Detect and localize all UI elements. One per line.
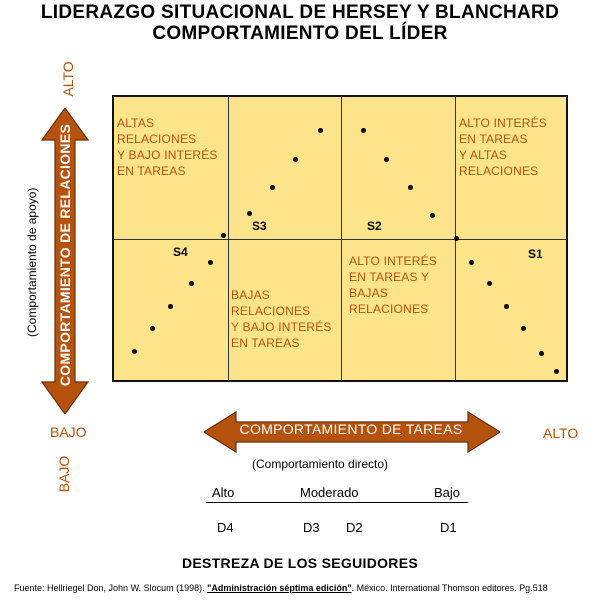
vertical-axis-label: COMPORTAMIENTO DE RELACIONES (57, 123, 73, 387)
follower-stage-d4: D4 (217, 520, 234, 535)
vertical-axis-sublabel: (Comportamiento de apoyo) (25, 187, 39, 337)
curve-point (150, 326, 155, 331)
curve-point (189, 281, 194, 286)
grid-divider-1 (228, 97, 229, 380)
curve-point (539, 351, 544, 356)
curve-point (270, 185, 275, 190)
follower-stage-d3: D3 (303, 520, 320, 535)
follower-skill-title: DESTREZA DE LOS SEGUIDORES (182, 555, 418, 571)
style-label-s4: S4 (173, 245, 188, 259)
vertical-double-arrow (40, 108, 90, 414)
title-line-1: LIDERAZGO SITUACIONAL DE HERSEY Y BLANCH… (40, 2, 560, 23)
curve-point (208, 260, 213, 265)
curve-point (221, 233, 226, 238)
curve-point (430, 213, 435, 218)
quadrant-text-bottom-middle-left: BAJAS RELACIONES Y BAJO INTERÉS EN TAREA… (231, 288, 332, 350)
curve-point (168, 304, 173, 309)
curve-point (554, 369, 559, 374)
curve-point (521, 326, 526, 331)
source-citation: Fuente: Hellriegel Don, John W. Slocum (… (14, 583, 548, 593)
style-label-s2: S2 (367, 219, 382, 233)
curve-point (132, 349, 137, 354)
follower-level-low: Bajo (434, 485, 461, 500)
horizontal-axis-high-label: ALTO (543, 425, 579, 441)
grid-divider-horizontal (114, 239, 566, 240)
follower-stage-d2: D2 (346, 520, 363, 535)
quadrant-text-top-left: ALTAS RELACIONES Y BAJO INTERÉS EN TAREA… (117, 116, 218, 178)
follower-level-moderate: Moderado (300, 485, 359, 500)
title-line-2: COMPORTAMIENTO DEL LÍDER (152, 23, 448, 44)
curve-point (454, 236, 459, 241)
source-prefix: Fuente: Hellriegel Don, John W. Slocum (… (14, 583, 208, 593)
curve-point (361, 128, 366, 133)
curve-point (384, 157, 389, 162)
follower-scale-line (206, 502, 468, 503)
curve-point (293, 157, 298, 162)
quadrant-text-top-right: ALTO INTERÉS EN TAREAS Y ALTAS RELACIONE… (459, 116, 547, 178)
curve-point (487, 281, 492, 286)
horizontal-axis-sublabel: (Comportamiento directo) (252, 457, 389, 471)
horizontal-axis-low-label: BAJO (50, 424, 87, 440)
style-label-s1: S1 (528, 247, 543, 261)
quadrant-grid: ALTAS RELACIONES Y BAJO INTERÉS EN TAREA… (112, 95, 568, 382)
curve-point (504, 304, 509, 309)
horizontal-double-arrow (204, 411, 500, 453)
vertical-axis-high-label: ALTO (60, 61, 76, 97)
horizontal-axis-label: COMPORTAMIENTO DE TAREAS (239, 421, 463, 437)
grid-divider-2 (341, 97, 342, 380)
curve-point (318, 128, 323, 133)
curve-point (408, 185, 413, 190)
quadrant-text-bottom-middle-right: ALTO INTERÉS EN TAREAS Y BAJAS RELACIONE… (349, 254, 437, 316)
follower-level-high: Alto (212, 485, 235, 500)
source-book-title: "Administración séptima edición" (207, 583, 352, 593)
source-suffix: . México. International Thomson editores… (351, 583, 548, 593)
style-label-s3: S3 (252, 219, 267, 233)
follower-stage-d1: D1 (440, 520, 457, 535)
curve-point (469, 260, 474, 265)
curve-point (247, 211, 252, 216)
vertical-axis-low-label: BAJO (56, 455, 72, 493)
